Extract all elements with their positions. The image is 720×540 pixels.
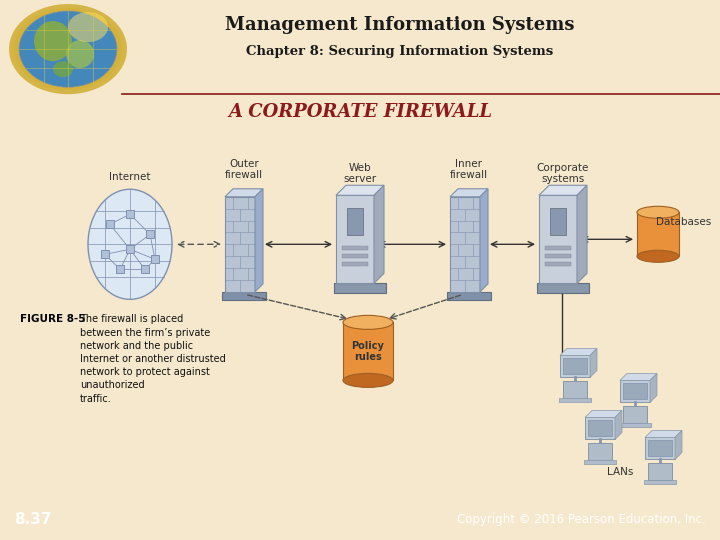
Text: A CORPORATE FIREWALL: A CORPORATE FIREWALL	[228, 103, 492, 121]
Text: Inner
firewall: Inner firewall	[450, 159, 488, 180]
Polygon shape	[480, 189, 488, 292]
FancyBboxPatch shape	[151, 255, 159, 264]
FancyBboxPatch shape	[342, 246, 369, 249]
Ellipse shape	[343, 315, 393, 329]
FancyBboxPatch shape	[116, 265, 124, 273]
Ellipse shape	[53, 61, 73, 77]
FancyBboxPatch shape	[334, 284, 386, 293]
FancyBboxPatch shape	[623, 383, 647, 400]
Polygon shape	[577, 185, 587, 284]
FancyBboxPatch shape	[585, 417, 615, 440]
Text: Chapter 8: Securing Information Systems: Chapter 8: Securing Information Systems	[246, 45, 554, 58]
Text: Management Information Systems: Management Information Systems	[225, 16, 575, 34]
FancyBboxPatch shape	[545, 254, 571, 258]
Ellipse shape	[9, 4, 127, 94]
FancyBboxPatch shape	[126, 245, 134, 253]
Polygon shape	[650, 373, 657, 402]
FancyBboxPatch shape	[537, 284, 589, 293]
Text: Policy
rules: Policy rules	[351, 341, 384, 362]
Text: Copyright © 2016 Pearson Education, Inc.: Copyright © 2016 Pearson Education, Inc.	[457, 513, 706, 526]
FancyBboxPatch shape	[550, 208, 566, 235]
FancyBboxPatch shape	[623, 407, 647, 423]
Polygon shape	[615, 410, 622, 440]
FancyBboxPatch shape	[584, 461, 616, 464]
FancyBboxPatch shape	[545, 262, 571, 266]
FancyBboxPatch shape	[545, 246, 571, 249]
Polygon shape	[336, 185, 384, 195]
Polygon shape	[225, 189, 263, 197]
FancyBboxPatch shape	[222, 292, 266, 300]
Polygon shape	[560, 348, 597, 355]
Ellipse shape	[14, 8, 122, 90]
Ellipse shape	[34, 21, 72, 61]
FancyBboxPatch shape	[619, 423, 651, 428]
Text: The firewall is placed
between the firm’s private
network and the public
Interne: The firewall is placed between the firm’…	[80, 314, 226, 403]
Text: Outer
firewall: Outer firewall	[225, 159, 263, 180]
Polygon shape	[539, 185, 587, 195]
Polygon shape	[450, 189, 488, 197]
FancyBboxPatch shape	[106, 220, 114, 228]
FancyBboxPatch shape	[620, 380, 650, 402]
Text: LANs: LANs	[607, 468, 633, 477]
FancyBboxPatch shape	[645, 437, 675, 460]
Ellipse shape	[637, 206, 679, 218]
Ellipse shape	[68, 12, 108, 42]
FancyBboxPatch shape	[141, 265, 149, 273]
Ellipse shape	[66, 40, 94, 68]
FancyBboxPatch shape	[101, 251, 109, 258]
FancyBboxPatch shape	[648, 463, 672, 481]
Polygon shape	[620, 373, 657, 380]
Ellipse shape	[637, 251, 679, 262]
FancyBboxPatch shape	[644, 481, 676, 484]
Polygon shape	[645, 430, 682, 437]
FancyBboxPatch shape	[447, 292, 491, 300]
FancyBboxPatch shape	[588, 421, 612, 436]
Polygon shape	[585, 410, 622, 417]
FancyBboxPatch shape	[637, 212, 679, 256]
FancyBboxPatch shape	[648, 441, 672, 456]
FancyBboxPatch shape	[225, 197, 255, 292]
Ellipse shape	[19, 11, 117, 87]
FancyBboxPatch shape	[539, 195, 577, 284]
FancyBboxPatch shape	[343, 322, 393, 380]
FancyBboxPatch shape	[342, 262, 369, 266]
FancyBboxPatch shape	[560, 355, 590, 377]
Text: Databases: Databases	[656, 217, 711, 227]
Text: Corporate
systems: Corporate systems	[537, 163, 589, 184]
FancyBboxPatch shape	[347, 208, 363, 235]
Polygon shape	[590, 348, 597, 377]
Polygon shape	[675, 430, 682, 460]
Text: Internet: Internet	[109, 172, 150, 183]
Ellipse shape	[88, 189, 172, 299]
FancyBboxPatch shape	[559, 399, 591, 402]
Polygon shape	[255, 189, 263, 292]
Text: Web
server: Web server	[343, 163, 377, 184]
FancyBboxPatch shape	[146, 230, 154, 238]
FancyBboxPatch shape	[588, 443, 612, 461]
Ellipse shape	[343, 373, 393, 387]
FancyBboxPatch shape	[563, 381, 587, 399]
FancyBboxPatch shape	[126, 210, 134, 218]
FancyBboxPatch shape	[563, 359, 587, 374]
Text: 8.37: 8.37	[14, 512, 52, 527]
Polygon shape	[374, 185, 384, 284]
FancyBboxPatch shape	[342, 254, 369, 258]
FancyBboxPatch shape	[450, 197, 480, 292]
FancyBboxPatch shape	[336, 195, 374, 284]
Text: FIGURE 8-5: FIGURE 8-5	[20, 314, 86, 325]
